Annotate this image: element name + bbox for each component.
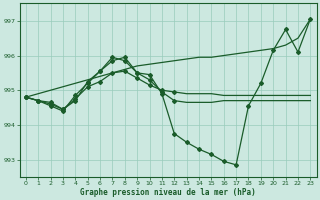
X-axis label: Graphe pression niveau de la mer (hPa): Graphe pression niveau de la mer (hPa) — [80, 188, 256, 197]
